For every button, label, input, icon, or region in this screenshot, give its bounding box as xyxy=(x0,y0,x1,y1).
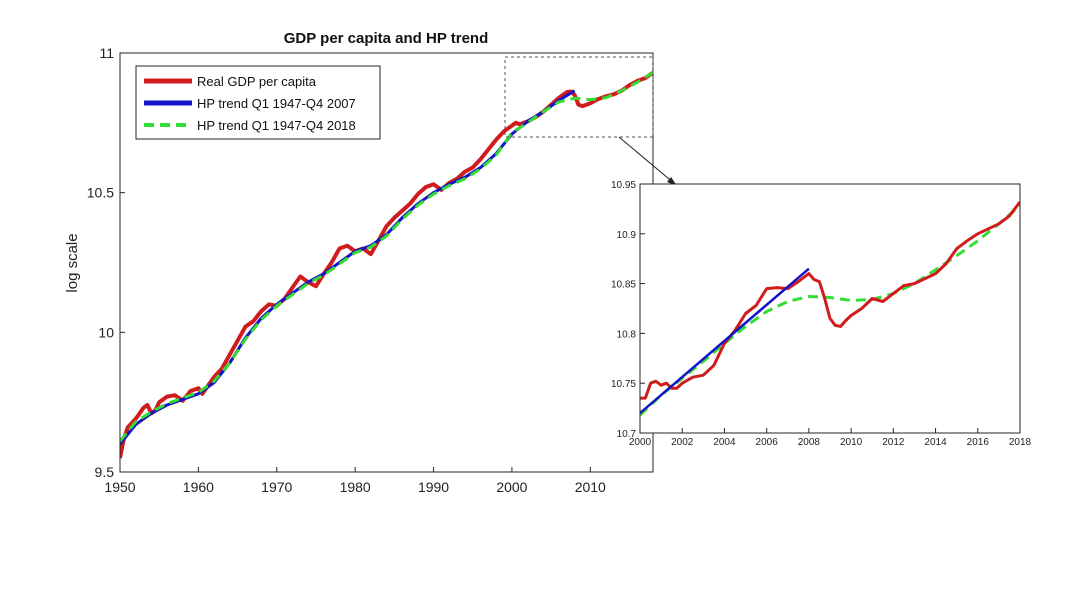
y-tick-label: 11 xyxy=(99,45,114,61)
x-tick-label: 2000 xyxy=(496,479,527,495)
inset-background xyxy=(640,184,1020,433)
y-tick-label: 10.85 xyxy=(611,280,636,291)
y-tick-label: 10 xyxy=(98,324,114,340)
x-tick-label: 2018 xyxy=(1009,437,1032,448)
inset-y-axis: 10.7 10.75 10.8 10.85 10.9 10.95 xyxy=(611,180,645,440)
legend-label-hp-trend-2007: HP trend Q1 1947-Q4 2007 xyxy=(197,96,356,111)
y-tick-label: 10.5 xyxy=(87,185,114,201)
inset-series-hp-trend-2018 xyxy=(640,204,1020,417)
zoom-region-box xyxy=(504,56,654,138)
main-y-axis: 9.5 10 10.5 11 xyxy=(87,45,125,480)
x-tick-label: 1990 xyxy=(418,479,449,495)
legend: Real GDP per capita HP trend Q1 1947-Q4 … xyxy=(135,65,381,140)
zoom-arrow-line xyxy=(618,136,676,185)
main-series-hp-trend-2018 xyxy=(120,71,653,443)
main-x-axis: 1950 1960 1970 1980 1990 2000 2010 xyxy=(104,467,606,495)
x-tick-label: 2010 xyxy=(575,479,606,495)
legend-label-hp-trend-2018: HP trend Q1 1947-Q4 2018 xyxy=(197,118,356,133)
x-tick-label: 2016 xyxy=(967,437,990,448)
y-tick-label: 10.9 xyxy=(617,230,637,241)
x-tick-label: 2012 xyxy=(882,437,905,448)
y-tick-label: 10.95 xyxy=(611,180,636,191)
x-tick-label: 1970 xyxy=(261,479,292,495)
x-tick-label: 2008 xyxy=(798,437,821,448)
inset-plot-frame xyxy=(639,183,1021,434)
x-tick-label: 1980 xyxy=(340,479,371,495)
inset-x-axis: 2000 2002 2004 2006 2008 2010 2012 2014 2016 2018 xyxy=(629,428,1032,448)
y-tick-label: 10.75 xyxy=(611,379,636,390)
x-tick-label: 2000 xyxy=(629,437,652,448)
inset-series-gdp xyxy=(640,200,1020,400)
y-tick-label: 10.7 xyxy=(617,429,637,440)
inset-chart: 2000 2002 2004 2006 2008 2010 2012 2014 2016 2018… xyxy=(611,180,1032,448)
y-tick-label: 9.5 xyxy=(95,464,115,480)
x-tick-label: 1950 xyxy=(104,479,135,495)
x-tick-label: 2010 xyxy=(840,437,863,448)
main-chart-title: GDP per capita and HP trend xyxy=(284,30,489,47)
inset-series-hp-trend-2007 xyxy=(640,267,810,415)
main-chart: GDP per capita and HP trend log scale 19… xyxy=(64,30,677,495)
x-tick-label: 2004 xyxy=(713,437,736,448)
x-tick-label: 2006 xyxy=(756,437,779,448)
x-tick-label: 2014 xyxy=(924,437,947,448)
x-tick-label: 2002 xyxy=(671,437,694,448)
y-tick-label: 10.8 xyxy=(617,329,637,340)
x-tick-label: 1960 xyxy=(183,479,214,495)
legend-label-gdp: Real GDP per capita xyxy=(197,74,317,89)
main-y-axis-label: log scale xyxy=(64,233,81,292)
